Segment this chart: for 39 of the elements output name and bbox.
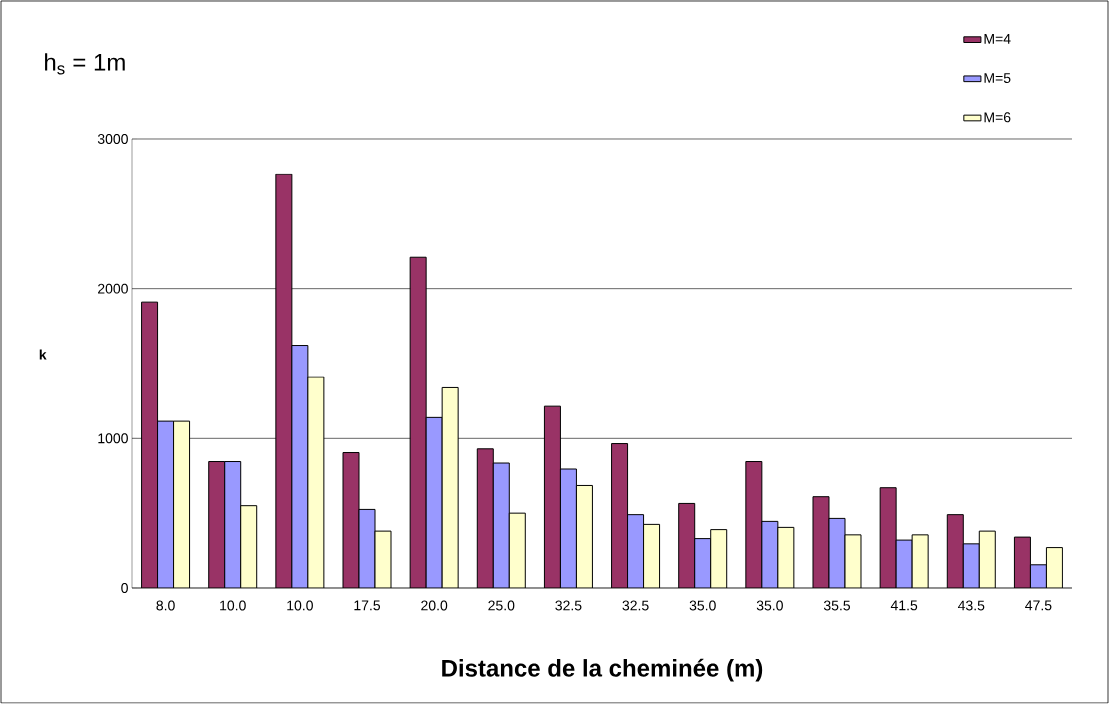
legend-label: M=4: [984, 34, 1011, 44]
bar: [678, 502, 696, 588]
x-tick-label: 35.0: [756, 600, 783, 611]
bar: [627, 514, 645, 588]
chart-title: h$_{s}$ = 1m: [45, 53, 125, 75]
bar: [476, 448, 494, 588]
x-tick-label: 10.0: [287, 600, 313, 611]
y-tick-label: 2000: [98, 283, 128, 294]
bar: [157, 420, 175, 588]
bar: [694, 538, 712, 588]
y-tick-label: 1000: [98, 433, 128, 444]
y-tick-label: 3000: [97, 134, 128, 144]
legend-label: M=6: [984, 112, 1011, 123]
x-tick-label: 25.0: [488, 600, 515, 611]
x-tick-label: 8.0: [156, 600, 175, 611]
x-axis-title: Distance de la cheminée (m): [442, 658, 763, 682]
bar: [141, 301, 159, 588]
x-tick-label: 17.5: [354, 600, 381, 611]
bar: [224, 461, 242, 588]
x-tick-label: 20.0: [421, 600, 448, 611]
bar: [492, 462, 510, 588]
bar: [1013, 536, 1031, 588]
bar: [543, 405, 561, 588]
x-tick-label: 32.5: [555, 600, 582, 611]
x-tick-label: 43.5: [957, 600, 985, 611]
x-tick-label: 32.5: [622, 600, 649, 611]
bar: [611, 443, 629, 588]
bar: [559, 468, 577, 588]
bar: [962, 543, 980, 588]
legend-label: M=5: [984, 73, 1011, 83]
y-axis-title: k: [39, 349, 47, 360]
x-tick-label: 47.5: [1025, 600, 1052, 611]
bar: [208, 461, 226, 588]
x-tick-label: 35.5: [823, 600, 851, 611]
bar: [946, 514, 964, 588]
x-tick-label: 35.0: [689, 600, 716, 611]
x-tick-label: 41.5: [890, 600, 918, 611]
x-tick-label: 10.0: [220, 600, 246, 611]
y-tick-label: 0: [121, 583, 128, 593]
